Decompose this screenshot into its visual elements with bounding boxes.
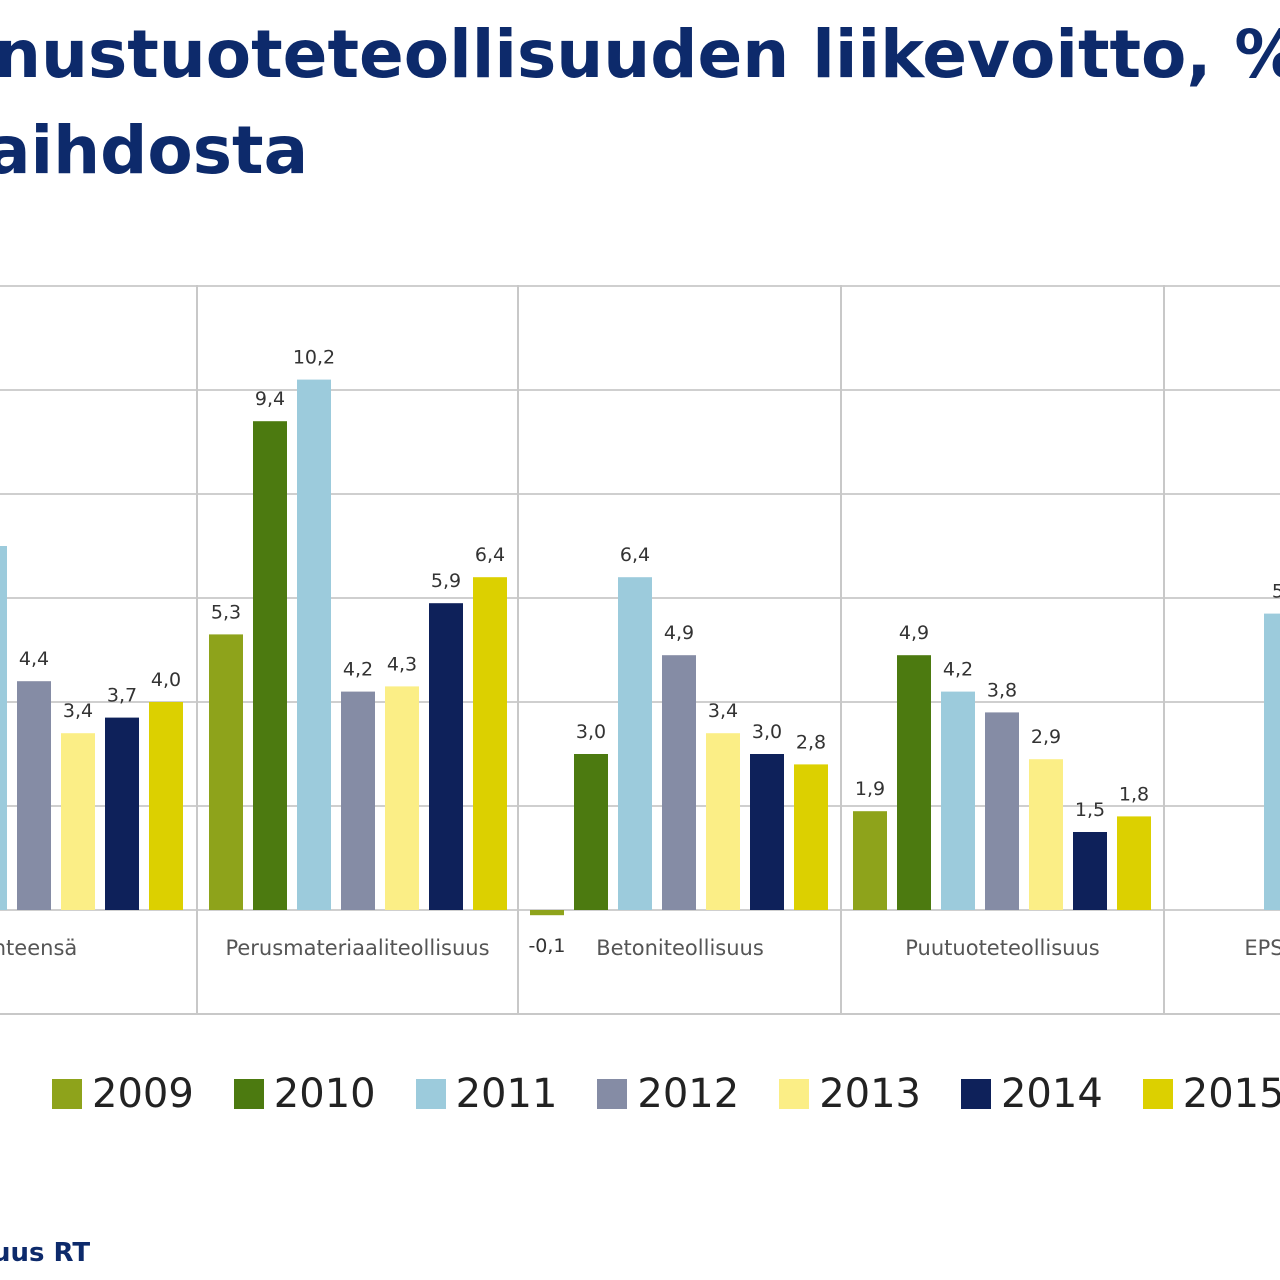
bar-2014-1 <box>105 717 139 910</box>
chart-title-line-2: aihdosta <box>0 112 309 189</box>
bar-2009-3 <box>530 910 564 916</box>
legend-label: 2011 <box>455 1071 558 1117</box>
category-label: Perusmateriaaliteollisuus <box>225 936 489 960</box>
data-label: 5,3 <box>211 601 241 623</box>
bar-2014-3 <box>750 754 784 910</box>
legend-item-2012: 2012 <box>597 1074 739 1114</box>
data-label: 9,4 <box>255 388 285 410</box>
data-label: 1,5 <box>1075 799 1105 821</box>
chart-title-line-1: nustuoteteollisuuden liikevoitto, % <box>0 16 1280 93</box>
data-label: 4,9 <box>899 622 929 644</box>
bar-2014-4 <box>1073 832 1107 910</box>
legend-swatch <box>779 1079 810 1109</box>
bar-2011-4 <box>941 691 975 910</box>
data-label: 1,8 <box>1119 783 1149 805</box>
data-label: 1,9 <box>855 778 885 800</box>
legend-swatch <box>597 1079 628 1109</box>
bar-2009-2 <box>209 634 243 910</box>
data-label: 3,4 <box>708 700 738 722</box>
bar-2012-2 <box>341 691 375 910</box>
legend-label: 2009 <box>92 1071 194 1117</box>
chart-legend: 2009 2010 2011 2012 2013 2014 2015 <box>52 1066 1280 1122</box>
bar-2012-4 <box>985 712 1019 910</box>
bar-2015-4 <box>1117 816 1151 910</box>
legend-label: 2013 <box>819 1071 921 1117</box>
data-label: 3,7 <box>107 685 137 707</box>
data-label: 6,4 <box>475 544 505 566</box>
legend-item-2009: 2009 <box>52 1074 194 1114</box>
bar-2011-2 <box>297 379 331 911</box>
data-label: 3,8 <box>987 679 1017 701</box>
bar-2011-5 <box>1264 613 1280 910</box>
legend-item-2014: 2014 <box>960 1071 1103 1117</box>
bar-2010-2 <box>253 421 287 910</box>
bar-2010-4 <box>897 655 931 910</box>
category-label: Puutuoteteollisuus <box>905 936 1099 960</box>
bar-2014-2 <box>429 603 463 910</box>
data-label: 4,3 <box>387 653 417 675</box>
data-label: 2,8 <box>796 731 826 753</box>
legend-label: 2012 <box>637 1071 740 1117</box>
legend-item-2013: 2013 <box>779 1074 921 1114</box>
data-label: 3,4 <box>63 700 93 722</box>
legend-swatch <box>233 1079 264 1109</box>
bar-2011-1 <box>0 546 7 910</box>
legend-swatch <box>1142 1079 1173 1109</box>
legend-swatch <box>52 1079 82 1109</box>
data-label: 5, <box>1272 581 1280 603</box>
bar-2009-4 <box>853 811 887 910</box>
data-label: 3,0 <box>752 721 782 743</box>
data-label: 5,9 <box>431 570 461 592</box>
bar-2015-2 <box>473 577 507 910</box>
category-label: Betoniteollisuus <box>596 936 764 960</box>
data-label: 4,9 <box>664 622 694 644</box>
data-label: 2,9 <box>1031 726 1061 748</box>
legend-item-2010: 2010 <box>233 1071 376 1117</box>
category-label: EPS <box>1244 936 1280 960</box>
data-label: 10,2 <box>293 347 335 369</box>
legend-swatch <box>960 1079 991 1109</box>
legend-swatch <box>415 1079 446 1109</box>
legend-item-2011: 2011 <box>415 1071 558 1117</box>
data-label: 3,0 <box>576 721 606 743</box>
data-label: 4,4 <box>19 648 49 670</box>
bar-2012-1 <box>17 681 51 910</box>
bar-2013-2 <box>385 686 419 910</box>
bar-2015-1 <box>149 702 183 910</box>
data-label: -0,1 <box>528 935 565 957</box>
data-label: 6,4 <box>620 544 650 566</box>
legend-label: 2015 <box>1182 1071 1280 1117</box>
legend-item-2015: 2015 <box>1142 1071 1280 1117</box>
bar-2013-4 <box>1029 759 1063 910</box>
bar-2013-3 <box>706 733 740 910</box>
bar-2010-3 <box>574 754 608 910</box>
category-label: nteensä <box>0 936 77 960</box>
legend-label: 2014 <box>1000 1071 1103 1117</box>
bar-2011-3 <box>618 577 652 910</box>
source-note: uus RT <box>0 1238 91 1268</box>
bar-2013-1 <box>61 733 95 910</box>
legend-label: 2010 <box>273 1071 376 1117</box>
data-label: 4,0 <box>151 669 181 691</box>
bar-2012-3 <box>662 655 696 910</box>
data-label: 4,2 <box>343 659 373 681</box>
data-label: 4,2 <box>943 659 973 681</box>
bar-2015-3 <box>794 764 828 910</box>
